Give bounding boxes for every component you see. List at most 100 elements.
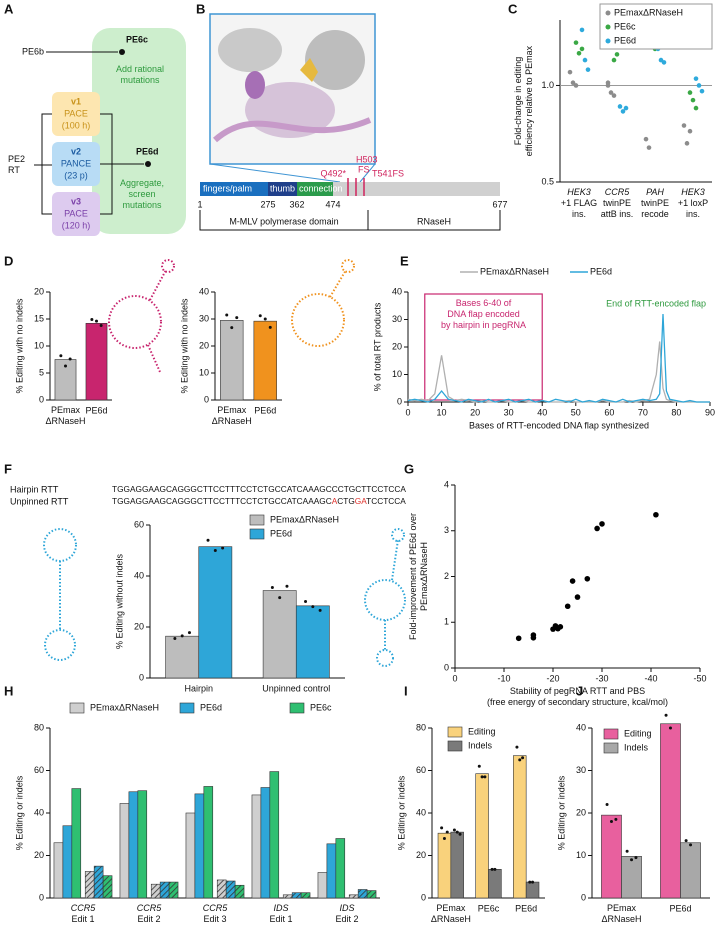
panel-a: PE6b PE6c Add rational mutations PE2 RT v1… [8, 28, 186, 236]
x-tick-label: PEmax ΔRNaseH [431, 903, 471, 924]
annotation: End of RTT-encoded flap [606, 298, 706, 308]
y-axis-label-line: efficiency relative to PEmax [524, 45, 534, 156]
x-tick-label-line: Edit 2 [137, 914, 160, 924]
bar [601, 814, 622, 899]
x-tick-label: PE6d [669, 903, 691, 913]
x-tick-label-line: Edit 1 [71, 914, 94, 924]
legend-label: Indels [468, 740, 493, 750]
replicate-point [285, 584, 289, 588]
replicate-point [445, 830, 449, 834]
sequence: TGGAGGAAGCAGGGCTTCCTTTCCTCTGCCATCAAAGCAC… [112, 496, 406, 506]
legend-label: PEmaxΔRNaseH [90, 702, 159, 712]
point [617, 104, 623, 109]
y-axis-label: % of total RT products [372, 302, 382, 391]
y-tick-label: 0 [204, 394, 209, 404]
x-axis-label-line: (free energy of secondary structure, kca… [487, 697, 668, 707]
bar [84, 871, 95, 899]
hairpin [43, 528, 77, 562]
sequence: TGGAGGAAGCAGGGCTTCCTTTCCTCTGCCATCAAAGCCC… [112, 484, 406, 494]
legend-swatch [603, 742, 619, 754]
y-tick-label: 10 [199, 367, 209, 377]
green-zone [92, 28, 186, 234]
bar [269, 771, 280, 899]
bar [93, 865, 104, 899]
bar [300, 892, 311, 899]
domain-label: thumb [270, 183, 295, 193]
replicate-point [605, 803, 609, 806]
replicate-point [258, 314, 262, 318]
replicate-point [230, 326, 234, 330]
replicate-point [455, 830, 459, 834]
legend-swatch [249, 514, 265, 526]
legend-label: Indels [624, 742, 649, 752]
pe6c: PE6c [126, 34, 148, 44]
x-tick-label: PE6d [254, 405, 276, 415]
domain-label: fingers/palm [203, 183, 252, 193]
replicate-point [318, 608, 322, 612]
sequence-segment: A [332, 496, 338, 506]
x-tick-label: Hairpin [184, 683, 213, 693]
x-axis-label: Stability of pegRNA RTT and PBS (free ene… [487, 686, 668, 707]
x-tick-label: CCR5 twinPE attB ins. [601, 187, 634, 219]
step-method: PACE [64, 108, 88, 118]
replicate-point [278, 596, 282, 600]
point [687, 128, 693, 134]
x-tick-label: -10 [497, 673, 510, 683]
line: PE2 [8, 154, 25, 164]
sequence-segment: TGGAGGAAGCAGGGCTTCCTTTCCTCTGCCATCAAAGC [112, 496, 332, 506]
replicate-point [213, 549, 217, 552]
sequence-segment: CTG [337, 496, 355, 506]
x-tick-label-line: recode [641, 209, 669, 219]
point [693, 105, 699, 111]
annotation: Bases 6-40 of DNA flap encoded by hairpin … [441, 298, 526, 330]
x-axis-label: Bases of RTT-encoded DNA flap synthesize… [469, 420, 649, 430]
x-tick-label-line: IDS [273, 903, 288, 913]
replicate-point [490, 867, 494, 871]
legend-label: Editing [468, 726, 496, 736]
replicate-point [59, 354, 63, 358]
structure [300, 58, 318, 82]
y-tick-label: 1 [444, 617, 449, 627]
structure [305, 30, 365, 90]
point [579, 46, 585, 52]
y-tick-label: 40 [576, 722, 586, 732]
replicate-point [684, 839, 688, 843]
x-tick-label-line: +1 loxP [678, 198, 708, 208]
legend-swatch [605, 24, 611, 30]
sequence-segment: TCCTCCA [366, 496, 406, 506]
replicate-point [483, 775, 487, 779]
y-axis-label: Fold-improvement of PE6d overPEmaxΔRNase… [408, 513, 429, 640]
x-tick-label-line: ins. [572, 209, 586, 219]
bar [262, 590, 297, 679]
hairpin [44, 629, 76, 661]
bar [253, 320, 277, 401]
legend-swatch [69, 702, 85, 714]
bar [225, 880, 236, 899]
x-tick-label-line: CCR5 [203, 903, 228, 913]
panel-letter: D [4, 253, 13, 268]
x-tick-label: 50 [571, 407, 581, 417]
panel-letter: E [400, 253, 409, 268]
step-method: PACE [64, 208, 88, 218]
x-tick-label: IDS Edit 2 [335, 903, 358, 924]
point [574, 594, 581, 600]
x-tick-label-line: IDS [339, 903, 354, 913]
x-tick-label: -40 [644, 673, 657, 683]
y-tick-label: 80 [34, 722, 44, 732]
bracket [34, 113, 52, 215]
bar [54, 359, 77, 401]
position: 275 [260, 199, 275, 209]
x-tick-label: HEK3 +1 loxP ins. [678, 187, 708, 219]
structure [213, 117, 372, 143]
y-tick-label: 80 [416, 722, 426, 732]
panel-letter: I [404, 683, 408, 698]
x-tick-label-line: HEK3 [681, 187, 705, 197]
x-tick-label-line: attB ins. [601, 209, 634, 219]
y-tick-label: 40 [134, 570, 144, 580]
bar [525, 881, 540, 899]
x-tick-label: 20 [470, 407, 480, 417]
legend-box [599, 3, 713, 50]
hairpin [391, 539, 399, 581]
point [684, 141, 690, 146]
